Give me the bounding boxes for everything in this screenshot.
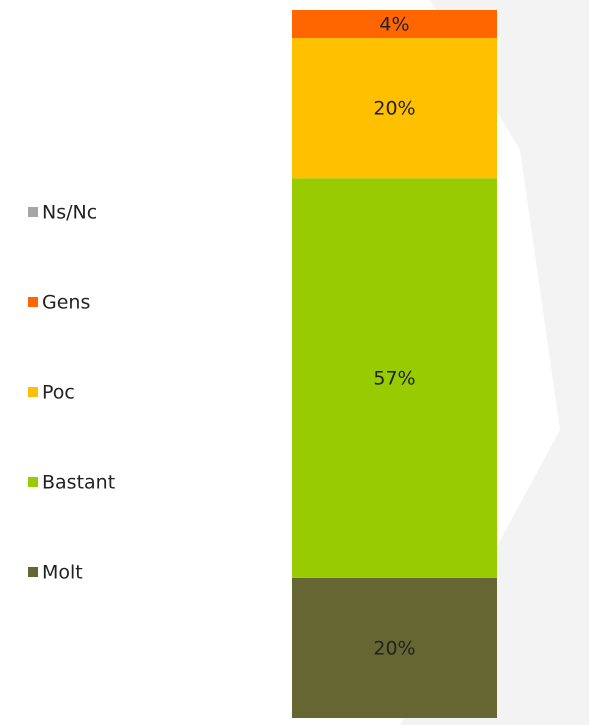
legend-label: Gens	[42, 292, 90, 314]
bar-segment	[292, 10, 497, 39]
legend-swatch	[28, 567, 38, 577]
legend-label: Molt	[42, 562, 83, 584]
bar-segment	[292, 38, 497, 179]
background-shape	[400, 0, 589, 725]
legend-swatch	[28, 207, 38, 217]
data-label: 20%	[373, 637, 415, 659]
data-label: 57%	[373, 368, 415, 390]
legend-label: Poc	[42, 382, 75, 404]
bar-segment	[292, 178, 497, 578]
legend-swatch	[28, 297, 38, 307]
data-label: 20%	[373, 98, 415, 120]
legend-label: Bastant	[42, 472, 115, 494]
legend-swatch	[28, 477, 38, 487]
bar-segment	[292, 577, 497, 718]
data-label: 4%	[379, 14, 409, 36]
legend-label: Ns/Nc	[42, 202, 97, 224]
legend-swatch	[28, 387, 38, 397]
